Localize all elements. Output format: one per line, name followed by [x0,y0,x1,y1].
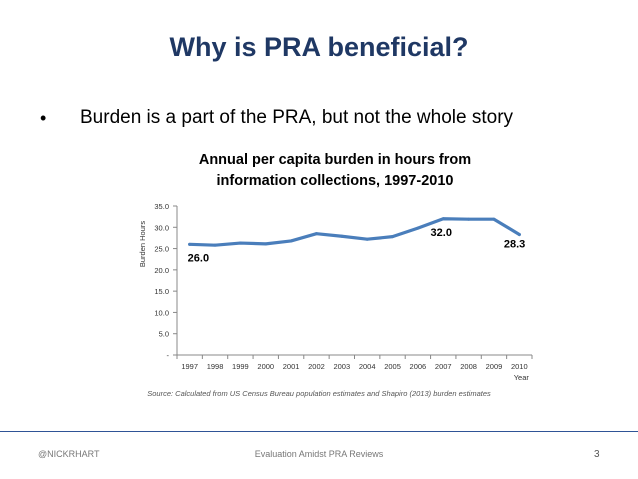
data-point [492,217,496,221]
chart-title: Annual per capita burden in hours from i… [130,150,540,192]
page-number: 3 [594,449,600,460]
x-tick-label: 2001 [283,362,300,371]
chart-title-line-1: Annual per capita burden in hours from [198,152,472,168]
data-label: 28.3 [504,239,525,251]
data-point [264,242,268,246]
x-tick-label: 2000 [257,362,274,371]
y-tick-label: 10.0 [154,308,169,317]
data-point [289,239,293,243]
y-tick-label: 35.0 [154,202,169,211]
y-tick-label: 30.0 [154,223,169,232]
data-point [314,232,318,236]
x-tick-label: 2009 [486,362,503,371]
chart-title-line-2: information collections, 1997-2010 [216,173,454,189]
data-point [441,217,445,221]
bullet-text: Burden is a part of the PRA, but not the… [80,107,514,128]
x-tick-label: 2005 [384,362,401,371]
y-tick-label: 20.0 [154,266,169,275]
y-tick-label: 5.0 [159,330,169,339]
data-point [391,235,395,239]
x-tick-label: 1998 [207,362,224,371]
data-point [365,237,369,241]
data-point [340,234,344,238]
footer-handle: @NICKRHART [38,449,100,459]
data-point [188,242,192,246]
data-point [213,243,217,247]
x-axis-label: Year [514,373,530,382]
x-tick-label: 1997 [181,362,198,371]
bullet-marker: • [40,108,47,128]
x-tick-label: 2003 [333,362,350,371]
source-note: Source: Calculated from US Census Bureau… [147,389,491,398]
x-tick-label: 2007 [435,362,452,371]
data-label: 26.0 [188,252,209,264]
x-tick-label: 2010 [511,362,528,371]
y-tick-label: - [167,351,170,360]
series-line [188,217,521,247]
data-point [238,241,242,245]
y-tick-label: 25.0 [154,245,169,254]
x-tick-label: 2006 [410,362,427,371]
x-tick-label: 2008 [460,362,477,371]
footer-presentation-title: Evaluation Amidst PRA Reviews [254,449,384,459]
y-axis-label: Burden Hours [138,221,147,268]
data-point [467,217,471,221]
data-point [416,226,420,230]
x-tick-label: 2002 [308,362,325,371]
slide-title: Why is PRA beneficial? [169,32,469,62]
data-label: 32.0 [431,227,452,239]
footer-divider [0,431,638,432]
y-tick-label: 15.0 [154,287,169,296]
data-point [517,233,521,237]
x-tick-label: 2004 [359,362,376,371]
x-tick-label: 1999 [232,362,249,371]
line-chart: - 5.0 10.0 15.0 20.0 25.0 30.0 35.0 1997 1998 1999… [138,202,533,382]
